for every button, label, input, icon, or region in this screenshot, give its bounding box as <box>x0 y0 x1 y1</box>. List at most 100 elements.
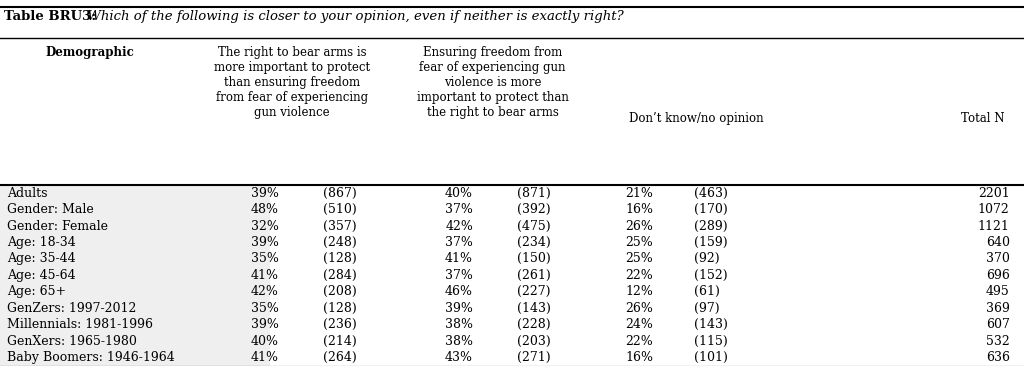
Text: (510): (510) <box>323 203 356 216</box>
Text: (867): (867) <box>323 187 356 199</box>
Text: The right to bear arms is
more important to protect
than ensuring freedom
from f: The right to bear arms is more important… <box>214 46 370 119</box>
Text: 24%: 24% <box>626 318 653 331</box>
Text: 41%: 41% <box>445 253 473 265</box>
Text: 39%: 39% <box>251 236 279 249</box>
Text: GenXers: 1965-1980: GenXers: 1965-1980 <box>7 335 137 348</box>
Bar <box>0 284 270 300</box>
Text: 636: 636 <box>986 351 1010 364</box>
Text: (284): (284) <box>323 269 356 282</box>
Bar <box>0 201 270 218</box>
Text: (264): (264) <box>323 351 356 364</box>
Text: Age: 35-44: Age: 35-44 <box>7 253 76 265</box>
Text: Age: 18-34: Age: 18-34 <box>7 236 76 249</box>
Text: 1072: 1072 <box>978 203 1010 216</box>
Text: (227): (227) <box>517 285 551 298</box>
Text: 46%: 46% <box>445 285 473 298</box>
Text: 22%: 22% <box>626 269 653 282</box>
Text: (159): (159) <box>694 236 728 249</box>
Bar <box>0 251 270 267</box>
Text: (101): (101) <box>694 351 728 364</box>
Text: (115): (115) <box>694 335 728 348</box>
Text: (143): (143) <box>694 318 728 331</box>
Text: Age: 45-64: Age: 45-64 <box>7 269 76 282</box>
Text: GenZers: 1997-2012: GenZers: 1997-2012 <box>7 302 136 315</box>
Text: (228): (228) <box>517 318 551 331</box>
Text: 532: 532 <box>986 335 1010 348</box>
Text: 40%: 40% <box>251 335 279 348</box>
Text: Don’t know/no opinion: Don’t know/no opinion <box>629 112 764 125</box>
Text: 640: 640 <box>986 236 1010 249</box>
Text: 39%: 39% <box>251 187 279 199</box>
Bar <box>0 234 270 251</box>
Text: (152): (152) <box>694 269 728 282</box>
Text: (150): (150) <box>517 253 551 265</box>
Text: (463): (463) <box>694 187 728 199</box>
Text: Age: 65+: Age: 65+ <box>7 285 67 298</box>
Text: (143): (143) <box>517 302 551 315</box>
Text: (357): (357) <box>323 220 356 232</box>
Text: 26%: 26% <box>626 220 653 232</box>
Text: 42%: 42% <box>251 285 279 298</box>
Text: 42%: 42% <box>445 220 473 232</box>
Bar <box>0 267 270 284</box>
Text: Total N: Total N <box>962 112 1005 125</box>
Text: (97): (97) <box>694 302 720 315</box>
Text: 1121: 1121 <box>978 220 1010 232</box>
Text: 495: 495 <box>986 285 1010 298</box>
Text: Demographic: Demographic <box>46 46 134 59</box>
Text: 35%: 35% <box>251 302 279 315</box>
Text: 38%: 38% <box>445 318 473 331</box>
Text: (234): (234) <box>517 236 551 249</box>
Text: 370: 370 <box>986 253 1010 265</box>
Text: 32%: 32% <box>251 220 279 232</box>
Bar <box>0 350 270 366</box>
Text: Baby Boomers: 1946-1964: Baby Boomers: 1946-1964 <box>7 351 175 364</box>
Text: 12%: 12% <box>626 285 653 298</box>
Text: (261): (261) <box>517 269 551 282</box>
Text: (871): (871) <box>517 187 551 199</box>
Text: Gender: Female: Gender: Female <box>7 220 109 232</box>
Text: (128): (128) <box>323 253 356 265</box>
Text: 40%: 40% <box>445 187 473 199</box>
Text: (92): (92) <box>694 253 720 265</box>
Text: (475): (475) <box>517 220 551 232</box>
Text: 39%: 39% <box>251 318 279 331</box>
Text: (289): (289) <box>694 220 728 232</box>
Text: 37%: 37% <box>445 236 473 249</box>
Text: (392): (392) <box>517 203 551 216</box>
Text: 43%: 43% <box>445 351 473 364</box>
Text: Millennials: 1981-1996: Millennials: 1981-1996 <box>7 318 154 331</box>
Text: 369: 369 <box>986 302 1010 315</box>
Text: (128): (128) <box>323 302 356 315</box>
Text: 37%: 37% <box>445 203 473 216</box>
Text: 41%: 41% <box>251 351 279 364</box>
Text: (61): (61) <box>694 285 720 298</box>
Text: 16%: 16% <box>626 351 653 364</box>
Text: (203): (203) <box>517 335 551 348</box>
Text: (214): (214) <box>323 335 356 348</box>
Bar <box>0 333 270 350</box>
Text: (236): (236) <box>323 318 356 331</box>
Text: 48%: 48% <box>251 203 279 216</box>
Text: 607: 607 <box>986 318 1010 331</box>
Bar <box>0 218 270 234</box>
Text: (170): (170) <box>694 203 728 216</box>
Text: 26%: 26% <box>626 302 653 315</box>
Text: 37%: 37% <box>445 269 473 282</box>
Text: 39%: 39% <box>445 302 473 315</box>
Text: 25%: 25% <box>626 253 653 265</box>
Text: Gender: Male: Gender: Male <box>7 203 94 216</box>
Text: 25%: 25% <box>626 236 653 249</box>
Bar <box>0 185 270 201</box>
Text: Ensuring freedom from
fear of experiencing gun
violence is more
important to pro: Ensuring freedom from fear of experienci… <box>417 46 568 119</box>
Text: 696: 696 <box>986 269 1010 282</box>
Text: (208): (208) <box>323 285 356 298</box>
Text: (248): (248) <box>323 236 356 249</box>
Text: 22%: 22% <box>626 335 653 348</box>
Text: 21%: 21% <box>626 187 653 199</box>
Bar <box>0 300 270 317</box>
Text: 38%: 38% <box>445 335 473 348</box>
Text: Which of the following is closer to your opinion, even if neither is exactly rig: Which of the following is closer to your… <box>83 10 624 23</box>
Text: 16%: 16% <box>626 203 653 216</box>
Text: Table BRU3:: Table BRU3: <box>4 10 96 23</box>
